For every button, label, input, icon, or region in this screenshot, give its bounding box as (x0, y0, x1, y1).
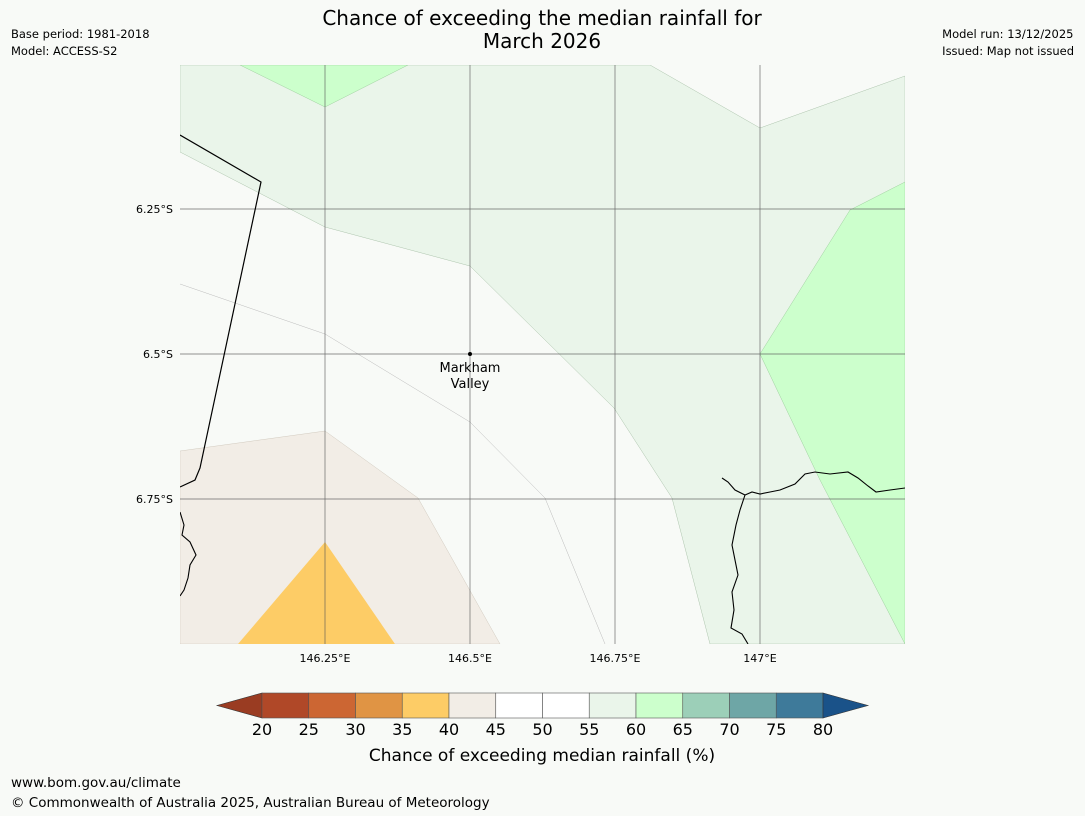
model-run-text: Model run: 13/12/2025 (942, 27, 1074, 41)
base-period-text: Base period: 1981-2018 (11, 27, 150, 41)
longitude-labels: 146.25°E 146.5°E 146.75°E 147°E (300, 652, 777, 665)
lat-label-6.5: 6.5°S (143, 348, 173, 361)
footer-url: www.bom.gov.au/climate (11, 775, 181, 791)
coastline-west (180, 511, 197, 597)
colorbar-tick-label: 30 (345, 720, 365, 739)
colorbar-segment (729, 692, 777, 719)
colorbar-tick-label: 80 (813, 720, 833, 739)
issued-text: Issued: Map not issued (942, 44, 1074, 58)
colorbar-segment (355, 692, 403, 719)
map-title: Chance of exceeding the median rainfall … (242, 7, 842, 53)
graticule (180, 65, 905, 644)
band-35-40-triangle (238, 542, 395, 644)
colorbar-tick-label: 45 (486, 720, 506, 739)
colorbar-label: Chance of exceeding median rainfall (%) (368, 746, 716, 766)
location-label-line2: Valley (451, 377, 490, 392)
lon-label-146.25: 146.25°E (300, 652, 351, 665)
model-text: Model: ACCESS-S2 (11, 44, 118, 58)
colorbar-tick-label: 70 (719, 720, 739, 739)
lat-label-6.25: 6.25°S (136, 203, 173, 216)
metadata-right: Model run: 13/12/2025 Issued: Map not is… (942, 26, 1074, 60)
colorbar-segment (542, 692, 590, 719)
metadata-left: Base period: 1981-2018 Model: ACCESS-S2 (11, 26, 150, 60)
latitude-labels: 6.25°S 6.5°S 6.75°S (136, 203, 173, 506)
colorbar-segment (401, 692, 450, 719)
river (730, 494, 749, 644)
colorbar-tick-label: 60 (626, 720, 646, 739)
colorbar-segment (495, 692, 543, 719)
colorbar-segment (448, 692, 497, 719)
colorbar-segment (682, 692, 730, 719)
colorbar: 20 25 30 35 40 45 50 55 60 65 70 75 80 (215, 692, 870, 739)
colorbar-under-arrow (215, 692, 263, 719)
lon-label-147: 147°E (743, 652, 776, 665)
boundary-line (180, 134, 262, 488)
lat-label-6.75: 6.75°S (136, 493, 173, 506)
colorbar-tick-label: 35 (392, 720, 412, 739)
footer-copyright: © Commonwealth of Australia 2025, Austra… (11, 795, 490, 811)
colorbar-segment (775, 692, 824, 719)
colorbar-tick-label: 75 (766, 720, 786, 739)
location-marker (468, 352, 472, 356)
colorbar-tick-label: 20 (252, 720, 272, 739)
colorbar-tick-label: 55 (579, 720, 599, 739)
colorbar-tick-label: 50 (532, 720, 552, 739)
title-line-1: Chance of exceeding the median rainfall … (322, 6, 762, 30)
colorbar-segment (261, 692, 310, 719)
location-label-line1: Markham (440, 361, 501, 376)
colorbar-segment (308, 692, 356, 719)
colorbar-tick-label: 25 (299, 720, 319, 739)
title-line-2: March 2026 (482, 29, 602, 53)
band-60-65-east (759, 181, 905, 644)
colorbar-tick-label: 65 (673, 720, 693, 739)
colorbar-segment (635, 692, 684, 719)
coastline-east (721, 471, 905, 496)
lon-label-146.5: 146.5°E (448, 652, 492, 665)
map-area: Markham Valley (180, 65, 905, 644)
colorbar-tick-label: 40 (439, 720, 459, 739)
band-60-65-top (239, 65, 409, 108)
colorbar-over-arrow (822, 692, 870, 719)
lon-label-146.75: 146.75°E (590, 652, 641, 665)
colorbar-segment (588, 692, 637, 719)
band-40-45-southwest (180, 430, 501, 644)
